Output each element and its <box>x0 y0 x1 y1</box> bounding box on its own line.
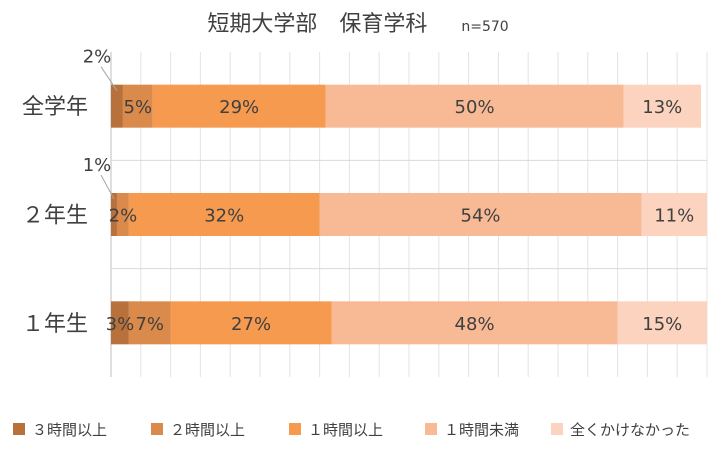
category-label: 全学年 <box>22 95 88 120</box>
leader-line <box>100 66 118 91</box>
legend: ３時間以上 ２時間以上 １時間以上 １時間未満 全くかけなかった <box>13 421 690 439</box>
data-label: 11% <box>654 206 694 227</box>
data-label: 48% <box>455 314 495 335</box>
data-label: 7% <box>135 314 164 335</box>
category-labels: 全学年 ２年生 １年生 <box>22 95 88 337</box>
bar-segment <box>111 193 117 236</box>
data-label: 2% <box>83 47 112 68</box>
legend-swatch <box>151 423 163 435</box>
legend-label: １時間未満 <box>444 421 519 439</box>
legend-swatch <box>13 423 25 435</box>
bar-segment <box>111 301 129 345</box>
bar-segment <box>623 84 702 128</box>
data-label: 13% <box>642 97 682 118</box>
legend-label: １時間以上 <box>308 421 383 439</box>
legend-swatch <box>425 423 437 435</box>
bar-segment <box>325 84 624 128</box>
data-label: 50% <box>455 97 495 118</box>
data-label: 3% <box>106 314 135 335</box>
data-label: 32% <box>204 206 244 227</box>
bar-segment <box>617 301 707 345</box>
bar-segment <box>128 193 320 236</box>
data-label: 5% <box>124 97 153 118</box>
bar-segment <box>170 301 332 345</box>
bar-segment <box>122 84 153 128</box>
leader-line <box>100 174 115 200</box>
legend-label: ２時間以上 <box>170 421 245 439</box>
data-label: 54% <box>461 206 501 227</box>
data-label: 1% <box>83 155 112 176</box>
bar-segment <box>641 193 707 236</box>
data-label: 2% <box>109 206 138 227</box>
data-label: 29% <box>219 97 259 118</box>
legend-label: ３時間以上 <box>32 421 107 439</box>
bar-segment <box>111 84 123 128</box>
data-label: 15% <box>642 314 682 335</box>
legend-label: 全くかけなかった <box>570 421 690 439</box>
bars <box>111 84 707 345</box>
data-label: 27% <box>231 314 271 335</box>
category-label: １年生 <box>22 312 88 337</box>
legend-swatch <box>289 423 301 435</box>
bar-segment <box>116 193 129 236</box>
chart-title-text: 短期大学部 保育学科 <box>207 12 428 37</box>
data-labels: 2% 5% 29% 50% 13% 1% 2% 32% 54% 11% 3% 7% 27% 48% 15% <box>83 47 695 335</box>
sample-size: n=570 <box>461 19 509 35</box>
bar-segment <box>152 84 326 128</box>
bar-segment <box>331 301 618 345</box>
category-label: ２年生 <box>22 204 88 229</box>
bar-segment <box>128 301 171 345</box>
legend-swatch <box>551 423 563 435</box>
chart-title: 短期大学部 保育学科 n=570 <box>0 6 716 38</box>
bar-segment <box>319 193 642 236</box>
